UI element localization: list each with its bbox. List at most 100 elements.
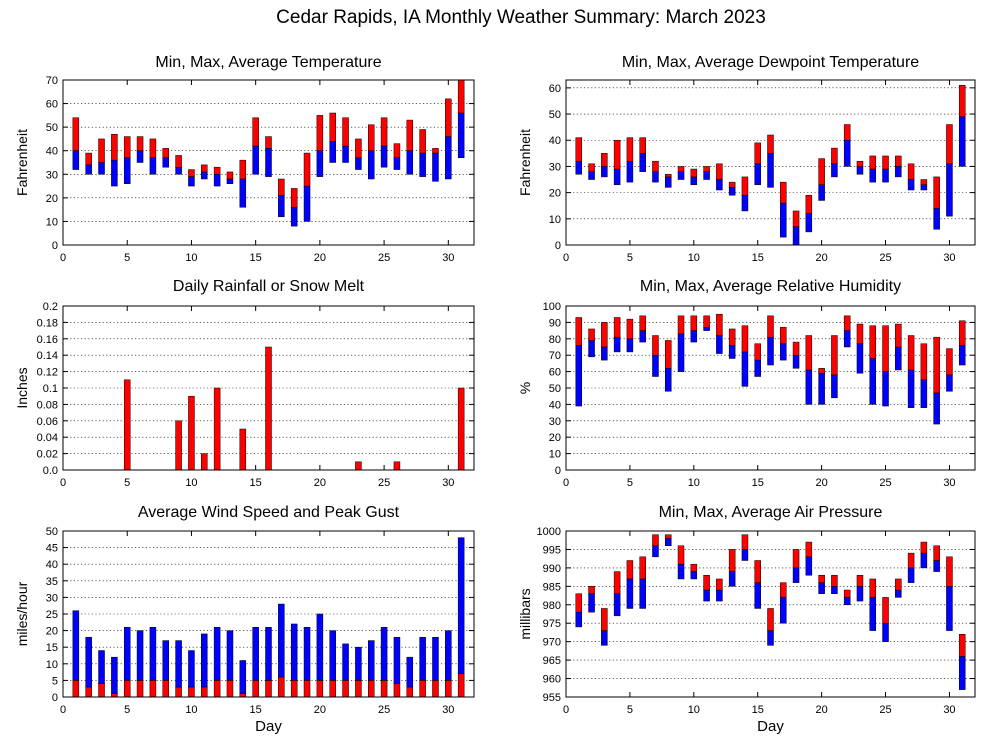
pressure-xlabel: Day bbox=[757, 718, 784, 735]
rh-bar-red-day-26 bbox=[895, 323, 902, 348]
rh-bar-red-day-18 bbox=[792, 341, 800, 356]
wind-bar-red-day-2 bbox=[85, 686, 92, 698]
dewpoint-bar-blue-day-22 bbox=[843, 139, 851, 167]
wind-ytick-label: 30 bbox=[46, 592, 58, 604]
rh-ytick-label: 80 bbox=[549, 334, 561, 346]
pressure-bar-blue-day-2 bbox=[588, 593, 595, 613]
rh-ylabel: % bbox=[517, 382, 533, 394]
wind-bar-red-day-1 bbox=[72, 680, 80, 698]
wind-bar-red-day-26 bbox=[393, 683, 401, 698]
dewpoint-xtick-label: 10 bbox=[688, 252, 700, 264]
temp-bar-red-day-29 bbox=[432, 148, 439, 154]
wind-ytick-label: 20 bbox=[46, 626, 58, 638]
rh-title: Min, Max, Average Relative Humidity bbox=[640, 278, 901, 295]
dewpoint-bar-blue-day-3 bbox=[601, 166, 608, 178]
dewpoint-ytick-label: 10 bbox=[549, 214, 561, 226]
wind-bar-blue-day-24 bbox=[368, 640, 375, 681]
pressure-bar-red-day-18 bbox=[792, 549, 800, 569]
rain-ytick-label: 0.2 bbox=[43, 301, 58, 313]
pressure-ytick-label: 965 bbox=[543, 655, 561, 667]
dewpoint-bar-blue-day-24 bbox=[869, 168, 876, 183]
pressure-ytick-label: 975 bbox=[543, 618, 561, 630]
dewpoint-bar-red-day-15 bbox=[754, 142, 761, 165]
wind-bar-blue-day-31 bbox=[457, 537, 465, 675]
wind-bar-red-day-20 bbox=[316, 680, 324, 698]
dewpoint-bar-red-day-26 bbox=[895, 155, 902, 167]
pressure-bar-blue-day-15 bbox=[754, 582, 761, 609]
dewpoint-bar-red-day-21 bbox=[831, 147, 838, 165]
pressure-bar-blue-day-12 bbox=[716, 589, 723, 602]
dewpoint-bar-red-day-19 bbox=[805, 194, 813, 214]
rain-bar-red-day-5 bbox=[123, 379, 131, 471]
pressure-bar-blue-day-17 bbox=[780, 597, 787, 624]
temp-bar-blue-day-14 bbox=[239, 178, 247, 208]
temp-bar-blue-day-30 bbox=[445, 136, 452, 180]
pressure-bar-blue-day-13 bbox=[728, 571, 736, 587]
temp-bar-red-day-14 bbox=[239, 159, 247, 180]
pressure-bar-blue-day-1 bbox=[575, 611, 583, 628]
wind-bar-red-day-6 bbox=[136, 680, 144, 698]
wind-bar-red-day-18 bbox=[290, 680, 298, 698]
temp-bar-blue-day-26 bbox=[393, 157, 401, 170]
wind-bar-blue-day-23 bbox=[355, 646, 362, 681]
rain-bar-red-day-23 bbox=[355, 461, 362, 471]
wind-ytick-label: 15 bbox=[46, 642, 58, 654]
rain-ytick-label: 0.08 bbox=[37, 399, 58, 411]
dewpoint-xtick-label: 30 bbox=[943, 252, 955, 264]
rain-ytick-label: 0.0 bbox=[43, 465, 58, 477]
dewpoint-bar-red-day-7 bbox=[652, 160, 659, 172]
dewpoint-xtick-label: 25 bbox=[879, 252, 891, 264]
wind-xtick-label: 15 bbox=[250, 704, 262, 716]
pressure-ytick-label: 955 bbox=[543, 692, 561, 704]
pressure-bar-blue-day-21 bbox=[831, 586, 838, 594]
rh-bar-red-day-31 bbox=[958, 320, 966, 346]
rain-ytick-label: 0.1 bbox=[43, 383, 58, 395]
rain-xtick-label: 15 bbox=[250, 477, 262, 489]
pressure-bar-blue-day-14 bbox=[741, 549, 749, 561]
temp-bar-red-day-20 bbox=[316, 115, 324, 151]
temp-bar-blue-day-19 bbox=[303, 185, 311, 222]
pressure-bar-red-day-14 bbox=[741, 534, 749, 550]
rh-bar-red-day-4 bbox=[613, 317, 621, 338]
pressure-bar-blue-day-3 bbox=[601, 630, 608, 646]
pressure-bar-red-day-22 bbox=[843, 589, 851, 598]
dewpoint-ytick-label: 30 bbox=[549, 161, 561, 173]
rh-bar-blue-day-23 bbox=[856, 343, 864, 374]
dewpoint-bar-blue-day-14 bbox=[741, 194, 749, 212]
rain-xtick-label: 25 bbox=[378, 477, 390, 489]
wind-xtick-label: 10 bbox=[185, 704, 197, 716]
temp-bar-blue-day-20 bbox=[316, 150, 324, 177]
wind-ytick-label: 35 bbox=[46, 576, 58, 588]
rh-bar-red-day-22 bbox=[843, 315, 851, 331]
wind-bar-red-day-22 bbox=[342, 680, 349, 698]
rh-bar-blue-day-20 bbox=[818, 372, 825, 405]
rain-bar-red-day-10 bbox=[188, 395, 195, 471]
temp-bar-red-day-4 bbox=[111, 133, 118, 161]
temp-bar-blue-day-29 bbox=[432, 152, 439, 182]
rh-bar-blue-day-3 bbox=[601, 346, 608, 361]
rh-bar-blue-day-9 bbox=[677, 333, 685, 372]
rh-ytick-label: 30 bbox=[549, 416, 561, 428]
wind-bar-blue-day-10 bbox=[188, 650, 195, 688]
pressure-bar-red-day-1 bbox=[575, 593, 583, 613]
rain-ytick-label: 0.12 bbox=[37, 367, 58, 379]
temp-ytick-label: 70 bbox=[46, 75, 58, 87]
wind-ytick-label: 45 bbox=[46, 543, 58, 555]
pressure-bar-red-day-15 bbox=[754, 560, 761, 583]
dewpoint-bar-blue-day-12 bbox=[716, 179, 723, 191]
rh-bar-red-day-17 bbox=[780, 327, 787, 344]
rh-bar-red-day-21 bbox=[831, 335, 838, 376]
rh-bar-red-day-13 bbox=[728, 328, 736, 346]
wind-bar-red-day-16 bbox=[265, 680, 272, 698]
wind-ytick-label: 25 bbox=[46, 609, 58, 621]
pressure-bar-red-day-4 bbox=[613, 571, 621, 594]
rh-ytick-label: 90 bbox=[549, 317, 561, 329]
dewpoint-bar-blue-day-8 bbox=[665, 176, 672, 188]
pressure-bar-blue-day-4 bbox=[613, 593, 621, 617]
dewpoint-bar-blue-day-19 bbox=[805, 213, 813, 233]
pressure-bar-red-day-19 bbox=[805, 541, 813, 558]
temp-bar-blue-day-25 bbox=[380, 145, 388, 168]
wind-bar-blue-day-9 bbox=[175, 640, 182, 688]
pressure-bar-red-day-7 bbox=[652, 534, 659, 547]
temp-bar-red-day-31 bbox=[457, 79, 465, 114]
